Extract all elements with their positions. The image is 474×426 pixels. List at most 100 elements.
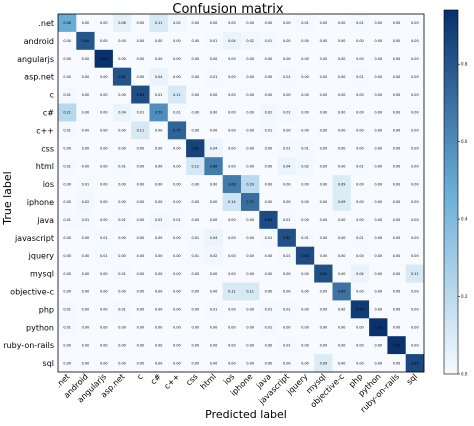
- heatmap-cell: [369, 49, 388, 68]
- cell-value-label: 0.00: [320, 164, 328, 168]
- heatmap-cell: [405, 121, 425, 140]
- cell-value-label: 0.00: [118, 93, 126, 97]
- heatmap-cell: [186, 318, 205, 337]
- cell-value-label: 0.00: [411, 325, 419, 329]
- heatmap-cell: [405, 49, 425, 68]
- heatmap-cell: [58, 139, 77, 158]
- cell-value-label: 0.00: [137, 254, 145, 258]
- heatmap-cell: [131, 14, 150, 33]
- cell-value-label: 0.00: [100, 75, 108, 79]
- cell-value-label: 0.93: [374, 325, 382, 329]
- heatmap-cell: [204, 228, 223, 247]
- colorbar-tick-label: 0.0: [461, 372, 468, 377]
- heatmap-cell: [332, 31, 352, 51]
- heatmap-cell: [295, 318, 315, 337]
- cell-value-label: 0.00: [338, 129, 346, 133]
- cell-value-label: 0.02: [173, 21, 181, 25]
- heatmap-cell: [204, 103, 223, 122]
- cell-value-label: 0.01: [191, 236, 199, 240]
- cell-value-label: 0.00: [411, 93, 419, 97]
- cell-value-label: 0.00: [137, 290, 145, 294]
- cell-value-label: 0.00: [137, 361, 145, 365]
- heatmap-cell: [204, 175, 223, 194]
- heatmap-cell: [277, 282, 297, 301]
- heatmap-cell: [131, 31, 150, 51]
- cell-value-label: 0.00: [210, 21, 218, 25]
- heatmap-cell: [76, 67, 95, 86]
- heatmap-cell: [350, 121, 370, 140]
- cell-value-label: 0.00: [118, 39, 126, 43]
- cell-value-label: 0.00: [283, 93, 291, 97]
- heatmap-cell: [58, 300, 77, 319]
- heatmap-cell: [222, 193, 242, 212]
- cell-value-label: 0.00: [155, 182, 163, 186]
- cell-value-label: 0.00: [356, 146, 364, 150]
- heatmap-cell: [332, 210, 352, 230]
- heatmap-cell: [241, 67, 260, 86]
- heatmap-cell: [76, 193, 95, 212]
- cell-value-label: 0.00: [191, 343, 199, 347]
- heatmap-cell: [167, 49, 187, 68]
- heatmap-cell: [295, 210, 315, 230]
- cell-value-label: 0.00: [338, 39, 346, 43]
- heatmap-cell: [332, 175, 352, 194]
- cell-value-label: 0.00: [393, 218, 401, 222]
- cell-value-label: 0.00: [228, 308, 236, 312]
- heatmap-cell: [314, 336, 333, 355]
- cell-value-label: 0.00: [210, 182, 218, 186]
- cell-value-label: 0.00: [155, 343, 163, 347]
- heatmap-cell: [369, 354, 388, 373]
- cell-value-label: 0.00: [82, 254, 90, 258]
- cell-value-label: 0.00: [246, 75, 254, 79]
- heatmap-cell: [149, 31, 169, 51]
- heatmap-cell: [314, 175, 333, 194]
- heatmap-cell: [350, 282, 370, 301]
- heatmap-cell: [332, 103, 352, 122]
- cell-value-label: 0.00: [301, 343, 309, 347]
- y-tick-label: sql: [43, 359, 54, 368]
- heatmap-cell: [112, 121, 132, 140]
- heatmap-cell: [277, 228, 297, 247]
- heatmap-cell: [94, 85, 114, 104]
- cell-value-label: 0.00: [265, 254, 273, 258]
- heatmap-cell: [112, 282, 132, 301]
- heatmap-cell: [241, 246, 260, 265]
- y-tick-label: jquery: [28, 252, 55, 261]
- cell-value-label: 0.00: [320, 146, 328, 150]
- heatmap-cell: [295, 139, 315, 158]
- heatmap-cell: [314, 228, 333, 247]
- heatmap-cell: [332, 139, 352, 158]
- heatmap-cell: [241, 300, 260, 319]
- heatmap-cell: [332, 85, 352, 104]
- cell-value-label: 0.00: [137, 308, 145, 312]
- cell-value-label: 0.00: [338, 308, 346, 312]
- cell-value-label: 0.00: [246, 325, 254, 329]
- cell-value-label: 0.00: [137, 200, 145, 204]
- cell-value-label: 0.00: [393, 164, 401, 168]
- heatmap-cell: [350, 300, 370, 319]
- cell-value-label: 0.00: [82, 93, 90, 97]
- cell-value-label: 0.09: [320, 361, 328, 365]
- cell-value-label: 0.00: [191, 290, 199, 294]
- heatmap-cell: [186, 49, 205, 68]
- cell-value-label: 0.00: [301, 129, 309, 133]
- cell-value-label: 0.00: [100, 21, 108, 25]
- cell-value-label: 0.00: [118, 325, 126, 329]
- cell-value-label: 0.01: [283, 308, 291, 312]
- heatmap-cell: [149, 139, 169, 158]
- cell-value-label: 0.00: [82, 146, 90, 150]
- cell-value-label: 0.00: [210, 200, 218, 204]
- heatmap-cell: [295, 175, 315, 194]
- cell-value-label: 0.00: [320, 57, 328, 61]
- cell-value-label: 0.00: [63, 361, 71, 365]
- cell-value-label: 0.00: [393, 39, 401, 43]
- heatmap-cell: [241, 14, 260, 33]
- heatmap-cell: [241, 175, 260, 194]
- heatmap-cell: [314, 103, 333, 122]
- cell-value-label: 0.00: [173, 57, 181, 61]
- cell-value-label: 0.01: [118, 308, 126, 312]
- heatmap-cell: [259, 49, 278, 68]
- cell-value-label: 0.00: [173, 200, 181, 204]
- heatmap-cell: [277, 67, 297, 86]
- cell-value-label: 0.00: [246, 254, 254, 258]
